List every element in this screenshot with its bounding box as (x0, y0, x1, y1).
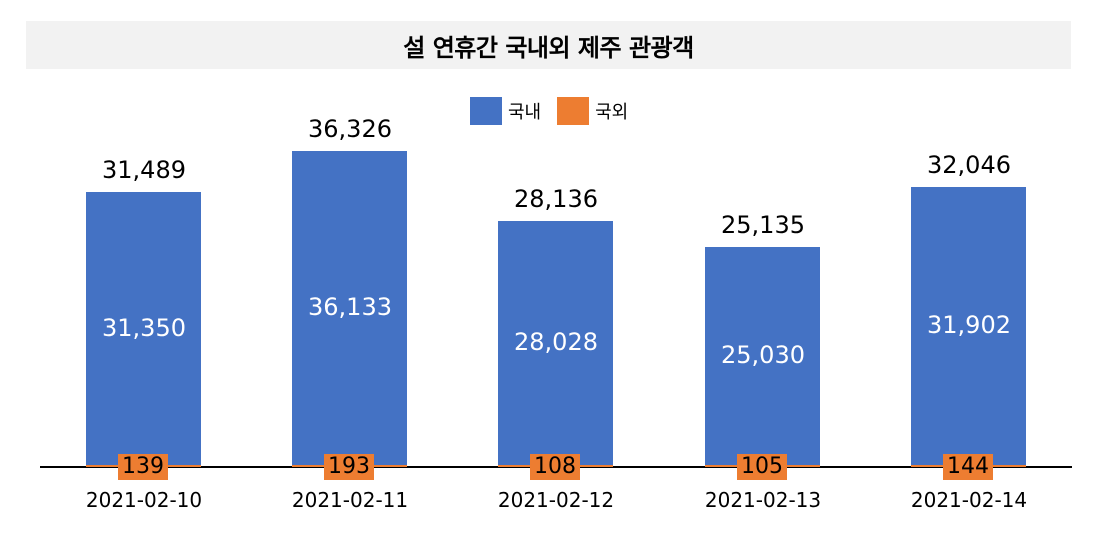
x-axis-tick-label: 2021-02-10 (85, 488, 203, 512)
domestic-value-label: 31,350 (102, 313, 186, 342)
bar-domestic[interactable] (498, 221, 613, 465)
legend-item-foreign: 국외 (557, 97, 628, 125)
chart-title-bar: 설 연휴간 국내외 제주 관광객 (26, 21, 1071, 69)
total-value-label: 28,136 (514, 185, 598, 214)
x-axis-tick-label: 2021-02-13 (704, 488, 822, 512)
domestic-value-label: 28,028 (514, 328, 598, 357)
domestic-value-label: 31,902 (927, 311, 1011, 340)
total-value-label: 36,326 (308, 114, 392, 143)
legend: 국내 국외 (470, 97, 636, 125)
bar-domestic[interactable] (911, 187, 1026, 465)
foreign-value-label: 193 (324, 454, 374, 480)
foreign-value-label: 144 (943, 454, 993, 480)
x-axis-tick-label: 2021-02-12 (497, 488, 615, 512)
legend-swatch-domestic (470, 97, 502, 125)
bar-domestic[interactable] (292, 150, 407, 465)
domestic-value-label: 36,133 (308, 292, 392, 321)
bar-group: 32,046 31,902 144 2021-02-14 (911, 0, 1027, 536)
foreign-value-label: 105 (737, 454, 787, 480)
bar-group: 25,135 25,030 105 2021-02-13 (705, 0, 821, 536)
bar-group: 31,489 31,350 139 2021-02-10 (86, 0, 202, 536)
x-axis-tick-label: 2021-02-11 (291, 488, 409, 512)
foreign-value-label: 139 (118, 454, 168, 480)
total-value-label: 32,046 (927, 151, 1011, 180)
bar-domestic[interactable] (705, 247, 820, 465)
bar-group: 28,136 28,028 108 2021-02-12 (498, 0, 614, 536)
legend-item-domestic: 국내 (470, 97, 541, 125)
bar-group: 36,326 36,133 193 2021-02-11 (292, 0, 408, 536)
domestic-value-label: 25,030 (721, 341, 805, 370)
legend-swatch-foreign (557, 97, 590, 125)
legend-label-foreign: 국외 (595, 102, 629, 123)
total-value-label: 25,135 (721, 211, 805, 240)
bar-domestic[interactable] (86, 192, 201, 465)
x-axis-tick-label: 2021-02-14 (910, 488, 1028, 512)
total-value-label: 31,489 (102, 156, 186, 185)
legend-label-domestic: 국내 (508, 102, 542, 123)
foreign-value-label: 108 (530, 454, 580, 480)
chart-title: 설 연휴간 국내외 제주 관광객 (403, 33, 694, 62)
